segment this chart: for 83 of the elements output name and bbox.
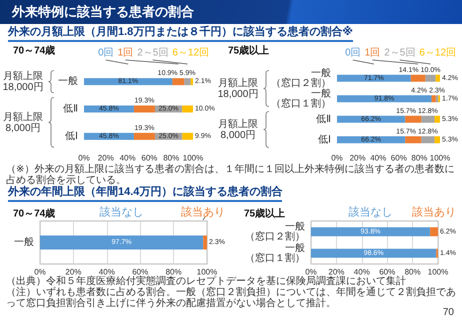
text: 該当あり (181, 206, 225, 218)
text: 月額上限 8,000円 (217, 118, 259, 140)
x-tick-label: 20% (328, 268, 344, 276)
x-tick-label: 80% (166, 268, 182, 276)
text: 1回 (118, 48, 134, 58)
x-tick-label: 20% (65, 268, 82, 276)
chart-title: 75歳以上 (244, 208, 286, 220)
bar (405, 116, 422, 123)
x-tick-label: 40% (98, 268, 115, 276)
bar (405, 136, 422, 144)
x-tick-label: 80% (411, 154, 428, 162)
x-tick-label: 0% (34, 268, 46, 276)
x-tick-label: 100% (430, 154, 450, 162)
series-label: 該当なし (348, 206, 393, 218)
bar (182, 132, 193, 140)
x-tick-label: 60% (141, 154, 158, 162)
bar (434, 116, 440, 123)
text: 月額上限 18,000円 (2, 70, 44, 93)
x-tick-label: 100% (182, 154, 204, 162)
bar (84, 78, 172, 86)
y-tick-label: 一般（窓口１割） (271, 88, 331, 110)
bar (436, 74, 440, 82)
x-tick-label: 100% (428, 268, 448, 276)
bar (421, 136, 435, 144)
bar (432, 95, 436, 102)
x-tick-label: 60% (390, 154, 407, 162)
text: 月額上限 18,000円 (216, 78, 260, 100)
y-tick-label: 一般 (14, 237, 34, 248)
y-tick-label: 低Ⅰ (318, 134, 331, 146)
bar (182, 106, 193, 112)
x-tick-label: 40% (354, 268, 370, 276)
x-tick-label: 40% (370, 154, 386, 162)
text: 外来の年間上限（年間14.4万円）に該当する患者の割合 (8, 186, 282, 202)
text: 月額上限 8,000円 (2, 112, 44, 134)
y-tick-label: 低Ⅰ (65, 130, 78, 142)
bar (337, 74, 411, 82)
bar (421, 116, 435, 123)
bar (410, 74, 426, 82)
text: 75歳以上 (228, 44, 270, 56)
bar (172, 78, 184, 86)
x-tick-label: 80% (163, 154, 180, 162)
chart-title: 70～74歳 (13, 44, 56, 56)
text: 6～12回 (172, 48, 210, 58)
text: （出典）令和５年度医療給付実態調査のレセプトデータを基に保険局調査課において集計 (6, 276, 406, 287)
y-tick-label: 低Ⅱ (316, 114, 331, 125)
x-tick-label: 80% (404, 268, 421, 276)
series-label: 0回 (345, 48, 361, 58)
y-tick-label: 一般（窓口２割） (271, 68, 331, 89)
text: 外来の月額上限（月間1.8万円または８千円）に該当する患者の割合※ (8, 26, 353, 42)
bar (425, 74, 436, 82)
bar (311, 227, 430, 236)
x-tick-label: 60% (379, 268, 396, 276)
series-label: 0回 (98, 48, 114, 58)
bar (311, 248, 436, 258)
x-tick-label: 60% (132, 268, 148, 276)
chart-title: 70～74歳 (13, 208, 56, 220)
x-tick-label: 40% (120, 154, 136, 162)
bar (134, 106, 155, 112)
bar (337, 95, 432, 102)
bar (434, 136, 440, 144)
text: 2～5回 (137, 48, 168, 58)
y-tick-label: 一般 (58, 76, 78, 88)
y-tick-label: 一般（窓口２割） (245, 221, 305, 242)
series-label: 該当なし (100, 206, 144, 218)
series-label: 2～5回 (384, 48, 416, 58)
x-tick-label: 0% (331, 154, 343, 162)
x-tick-label: 0% (305, 268, 317, 276)
bar (134, 132, 155, 140)
x-tick-label: 0% (78, 154, 90, 162)
text: 6～12回 (419, 48, 456, 58)
y-tick-label: 低Ⅱ (63, 104, 78, 114)
series-label: 該当あり (412, 206, 456, 218)
text: 1回 (364, 48, 380, 58)
bar (430, 227, 438, 236)
text: 外来特例に該当する患者の割合 (0, 0, 462, 24)
text: （注）いずれも患者数に占める割合。一般（窓口２割負担）については、年間を通じて２割負担であって窓口負担割合引き上げに伴う外来の配慮措置がない場合として推計。 (6, 287, 456, 309)
bar (184, 78, 191, 86)
text: （※）外来の月額上限に該当する患者の割合は、１年間に１回以上外来特例に該当する者の患者数に占める割合を示している。 (6, 164, 456, 186)
y-tick-label: 一般（窓口１割） (245, 242, 305, 264)
x-tick-label: 20% (350, 154, 366, 162)
x-tick-label: 20% (98, 154, 114, 162)
x-tick-label: 100% (196, 268, 218, 276)
text: 70 (442, 307, 454, 318)
